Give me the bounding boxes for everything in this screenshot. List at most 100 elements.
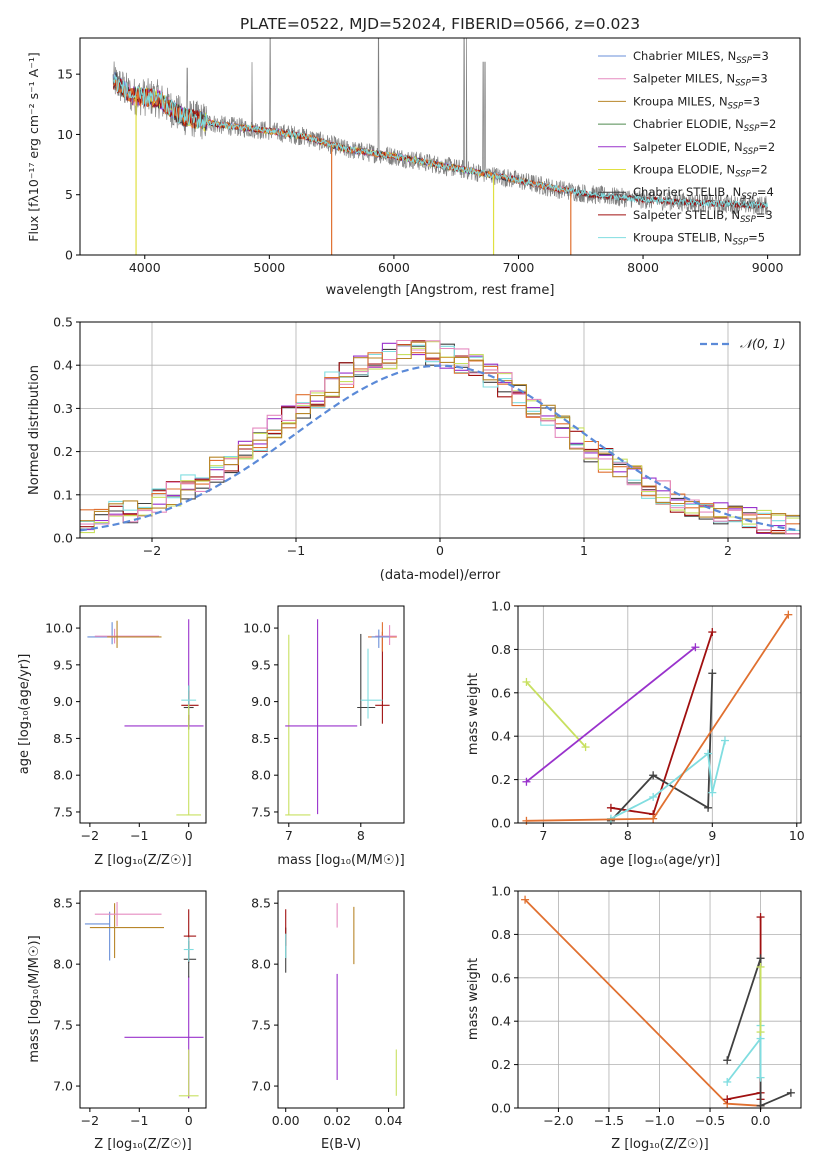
spectrum-ytick-label: 10	[57, 127, 73, 142]
weight_vs_age-series-line	[526, 614, 790, 822]
wz-ylabel: mass weight	[466, 958, 481, 1040]
residual-ylabel: Normed distribution	[27, 365, 42, 495]
age_vs_z-xtick-label: 0	[185, 828, 193, 843]
massz-ylabel: mass [log₁₀(M/M☉)]	[27, 935, 42, 1062]
spectrum-panel: 4000 5000 6000 7000 8000 9000 0 5 10 15 wavelengt…	[26, 37, 801, 298]
weight_vs_z-xtick-label: −2.0	[543, 1113, 573, 1128]
residual-histogram-panel: −2 −1 0 1 2 0.0 0.1 0.2 0.3 0.4 0.5 (data-model)/e…	[27, 315, 801, 583]
spectrum-legend-label: Chabrier STELIB, NSSP=4	[633, 185, 774, 202]
weight_vs_age-ytick-label: 0.6	[491, 685, 511, 700]
mass_vs_z-ytick-label: 8.5	[53, 896, 73, 911]
residual-histogram-step	[80, 342, 800, 535]
agez-ylabel: age [log₁₀(age/yr)]	[17, 654, 32, 775]
spectrum-xtick-label: 7000	[503, 260, 535, 275]
agez-axes-frame	[79, 605, 207, 824]
weight_vs_age-ytick-label: 0.2	[491, 772, 511, 787]
weight_vs_z-ytick-label: 0.8	[491, 927, 511, 942]
residuals-xtick-label: −2	[143, 543, 161, 558]
mass_vs_ebv-xtick-label: 0.00	[272, 1113, 300, 1128]
weight_vs_z-xtick-label: −1.0	[644, 1113, 674, 1128]
weight_vs_age-xtick-label: 8	[624, 828, 632, 843]
residuals-ytick-label: 0.0	[53, 531, 73, 546]
spectrum-ytick-label: 0	[65, 248, 73, 263]
mass_vs_z-xtick-label: −2	[81, 1113, 99, 1128]
weight_vs_age-xtick-label: 10	[789, 828, 805, 843]
weight_vs_z-xtick-label: 0.0	[751, 1113, 771, 1128]
age_vs_mass-ytick-label: 10.0	[243, 621, 271, 636]
agem-xlabel: mass [log₁₀(M/M☉)]	[277, 853, 404, 868]
massz-xlabel: Z [log₁₀(Z/Z☉)]	[94, 1137, 191, 1152]
age_vs_z-xtick-label: −2	[81, 828, 99, 843]
figure-title: PLATE=0522, MJD=52024, FIBERID=0566, z=0…	[240, 15, 640, 33]
massz-axes-frame	[79, 890, 207, 1109]
weight_vs_age-xtick-label: 7	[539, 828, 547, 843]
weight_vs_z-ytick-label: 0.6	[491, 970, 511, 985]
residuals-xtick-label: 2	[724, 543, 732, 558]
mass_vs_z-ytick-label: 8.0	[53, 957, 73, 972]
spectrum-legend-label: Salpeter MILES, NSSP=3	[633, 72, 768, 89]
weight-vs-age-panel: 7 8 9 10 0.0 0.2 0.4 0.6 0.8 1.0 age [log₁₀(age/y…	[466, 599, 805, 869]
spectrum-legend-label: Kroupa ELODIE, NSSP=2	[633, 163, 768, 180]
weight_vs_age-ytick-label: 1.0	[491, 599, 511, 614]
massebv-xlabel: E(B-V)	[321, 1137, 361, 1152]
age_vs_mass-ytick-label: 9.0	[251, 694, 271, 709]
age_vs_z-ytick-label: 8.0	[53, 768, 73, 783]
weight-vs-metallicity-panel: −2.0 −1.5 −1.0 −0.5 0.0 0.0 0.2 0.4 0.6 0.8 1.0 Z …	[466, 884, 802, 1152]
spectrum-xtick-label: 6000	[378, 260, 410, 275]
spectrum-legend-label: Kroupa STELIB, NSSP=5	[633, 231, 765, 248]
weight_vs_age-xtick-label: 9	[708, 828, 716, 843]
mass_vs_ebv-ytick-label: 8.5	[251, 896, 271, 911]
residuals-ytick-label: 0.5	[53, 315, 73, 330]
age_vs_z-ytick-label: 9.5	[53, 657, 73, 672]
residuals-ytick-label: 0.2	[53, 444, 73, 459]
gaussian-reference-curve	[79, 364, 801, 532]
mass-vs-metallicity-panel: −2 −1 0 7.0 7.5 8.0 8.5 Z [log₁₀(Z/Z☉)] mass […	[27, 890, 207, 1152]
residual-histogram-step	[80, 339, 800, 535]
mass_vs_z-ytick-label: 7.0	[53, 1079, 73, 1094]
massebv-axes-frame	[277, 890, 405, 1109]
mass_vs_ebv-ytick-label: 7.0	[251, 1079, 271, 1094]
weight_vs_age-ytick-label: 0.4	[491, 729, 511, 744]
wage-ylabel: mass weight	[466, 673, 481, 755]
age_vs_mass-xtick-label: 8	[357, 828, 365, 843]
age_vs_mass-xtick-label: 7	[285, 828, 293, 843]
age_vs_z-ytick-label: 9.0	[53, 694, 73, 709]
residuals-xtick-label: −1	[287, 543, 305, 558]
age_vs_z-ytick-label: 7.5	[53, 804, 73, 819]
wage-xlabel: age [log₁₀(age/yr)]	[600, 853, 721, 868]
spectrum-legend-label: Salpeter STELIB, NSSP=3	[633, 208, 773, 225]
mass_vs_ebv-ytick-label: 8.0	[251, 957, 271, 972]
wz-xlabel: Z [log₁₀(Z/Z☉)]	[611, 1137, 708, 1152]
weight_vs_z-ytick-label: 0.4	[491, 1014, 511, 1029]
spectrum-xtick-label: 4000	[129, 260, 161, 275]
age-vs-mass-panel: 7 8 7.5 8.0 8.5 9.0 9.5 10.0 mass [log₁₀(M/M☉)]	[243, 605, 405, 868]
weight_vs_z-ytick-label: 0.0	[491, 1101, 511, 1116]
spectrum-ytick-label: 15	[57, 67, 73, 82]
weight_vs_z-ytick-label: 0.2	[491, 1057, 511, 1072]
spectrum-legend-label: Salpeter ELODIE, NSSP=2	[633, 140, 775, 157]
weight_vs_z-xtick-label: −1.5	[594, 1113, 624, 1128]
age_vs_z-xtick-label: −1	[130, 828, 148, 843]
age_vs_z-ytick-label: 10.0	[45, 621, 73, 636]
weight_vs_age-series-line	[525, 681, 587, 748]
age-vs-metallicity-panel: −2 −1 0 7.5 8.0 8.5 9.0 9.5 10.0 Z [log₁₀(Z/Z☉)]…	[17, 605, 207, 868]
age_vs_mass-ytick-label: 9.5	[251, 657, 271, 672]
residual-xlabel: (data-model)/error	[380, 568, 501, 583]
agem-axes-frame	[277, 605, 405, 824]
weight_vs_z-series-line	[726, 1025, 762, 1083]
agez-xlabel: Z [log₁₀(Z/Z☉)]	[94, 853, 191, 868]
mass-vs-ebv-panel: 0.00 0.02 0.04 7.0 7.5 8.0 8.5 E(B-V)	[251, 890, 405, 1152]
spectrum-legend-label: Kroupa MILES, NSSP=3	[633, 94, 760, 111]
weight_vs_age-series-line	[610, 631, 714, 816]
spectrum-legend-label: Chabrier ELODIE, NSSP=2	[633, 117, 776, 134]
weight_vs_age-series-line	[525, 646, 696, 783]
weight_vs_z-series-line	[524, 899, 761, 1107]
weight_vs_age-ytick-label: 0.0	[491, 816, 511, 831]
spectrum-ytick-label: 5	[65, 187, 73, 202]
mass_vs_z-xtick-label: 0	[185, 1113, 193, 1128]
age_vs_mass-ytick-label: 8.0	[251, 768, 271, 783]
wage-axes-frame	[517, 605, 802, 824]
spectrum-xlabel: wavelength [Angstrom, rest frame]	[326, 283, 555, 298]
weight_vs_age-ytick-label: 0.8	[491, 642, 511, 657]
